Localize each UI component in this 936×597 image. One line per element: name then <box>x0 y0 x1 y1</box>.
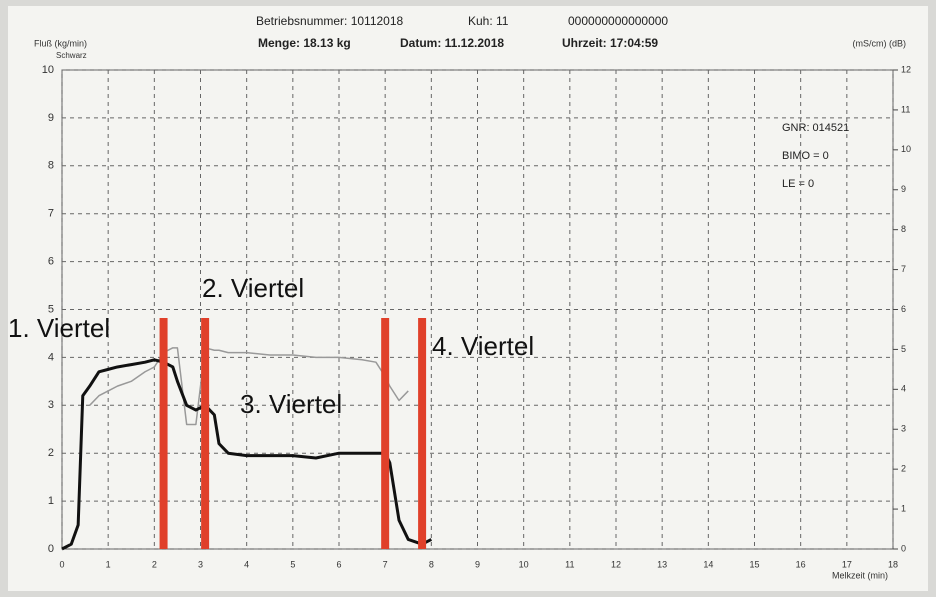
y2-tick-label: 5 <box>901 344 906 354</box>
x-tick-label: 8 <box>429 559 434 569</box>
annotation: 3. Viertel <box>240 389 342 419</box>
header-text: Uhrzeit: 17:04:59 <box>562 36 658 50</box>
annotation: 4. Viertel <box>432 331 534 361</box>
x-tick-label: 4 <box>244 559 249 569</box>
y-tick-label: 10 <box>42 64 54 76</box>
header-text: Datum: 11.12.2018 <box>400 36 504 50</box>
y2-tick-label: 3 <box>901 424 906 434</box>
y-tick-label: 1 <box>48 495 54 507</box>
header-text: Betriebsnummer: 10112018 <box>256 14 404 28</box>
y-tick-label: 0 <box>48 543 54 555</box>
y2-tick-label: 6 <box>901 304 906 314</box>
header-text: Kuh: 11 <box>468 14 509 28</box>
x-tick-label: 12 <box>611 559 621 569</box>
y2-tick-label: 1 <box>901 503 906 513</box>
x-tick-label: 13 <box>657 559 667 569</box>
quarter-marker <box>160 318 168 549</box>
y2-tick-label: 8 <box>901 224 906 234</box>
header-text: 000000000000000 <box>568 14 668 28</box>
y-tick-label: 2 <box>48 447 54 459</box>
x-tick-label: 17 <box>842 559 852 569</box>
x-axis-label: Melkzeit (min) <box>832 570 888 580</box>
info-text: LE = 0 <box>782 178 814 190</box>
y-axis-sublabel: Schwarz <box>56 51 87 60</box>
x-tick-label: 15 <box>749 559 759 569</box>
y-tick-label: 9 <box>48 112 54 124</box>
x-tick-label: 7 <box>383 559 388 569</box>
y2-axis-label: (mS/cm) (dB) <box>853 38 907 48</box>
x-tick-label: 14 <box>703 559 713 569</box>
x-tick-label: 16 <box>796 559 806 569</box>
x-tick-label: 2 <box>152 559 157 569</box>
chart: Betriebsnummer: 10112018 Kuh: 11 0000000… <box>0 0 936 597</box>
x-tick-label: 11 <box>565 559 574 569</box>
y2-tick-label: 2 <box>901 464 906 474</box>
y2-tick-label: 10 <box>901 144 911 154</box>
y2-tick-label: 4 <box>901 384 906 394</box>
y-tick-label: 3 <box>48 399 54 411</box>
page: Betriebsnummer: 10112018 Kuh: 11 0000000… <box>0 0 936 597</box>
quarter-marker <box>201 318 209 549</box>
y2-tick-label: 11 <box>901 104 910 114</box>
y-tick-label: 8 <box>48 160 54 172</box>
header-text: Menge: 18.13 kg <box>258 36 351 50</box>
x-tick-label: 0 <box>59 559 64 569</box>
x-tick-label: 1 <box>106 559 111 569</box>
x-tick-label: 6 <box>336 559 341 569</box>
y-axis-label: Fluß (kg/min) <box>34 38 87 48</box>
info-text: GNR: 014521 <box>782 122 849 134</box>
x-tick-label: 18 <box>888 559 898 569</box>
x-tick-label: 9 <box>475 559 480 569</box>
y2-tick-label: 0 <box>901 543 906 553</box>
x-tick-label: 5 <box>290 559 295 569</box>
y-tick-label: 7 <box>48 208 54 220</box>
y-tick-label: 6 <box>48 256 54 268</box>
x-tick-label: 3 <box>198 559 203 569</box>
paper <box>8 6 928 591</box>
y2-tick-label: 12 <box>901 64 911 74</box>
y-tick-label: 4 <box>48 351 54 363</box>
y2-tick-label: 7 <box>901 264 906 274</box>
quarter-marker <box>381 318 389 549</box>
annotation: 1. Viertel <box>8 313 110 343</box>
annotation: 2. Viertel <box>202 273 304 303</box>
x-tick-label: 10 <box>519 559 529 569</box>
y2-tick-label: 9 <box>901 184 906 194</box>
info-text: BIMO = 0 <box>782 150 829 162</box>
quarter-marker <box>418 318 426 549</box>
